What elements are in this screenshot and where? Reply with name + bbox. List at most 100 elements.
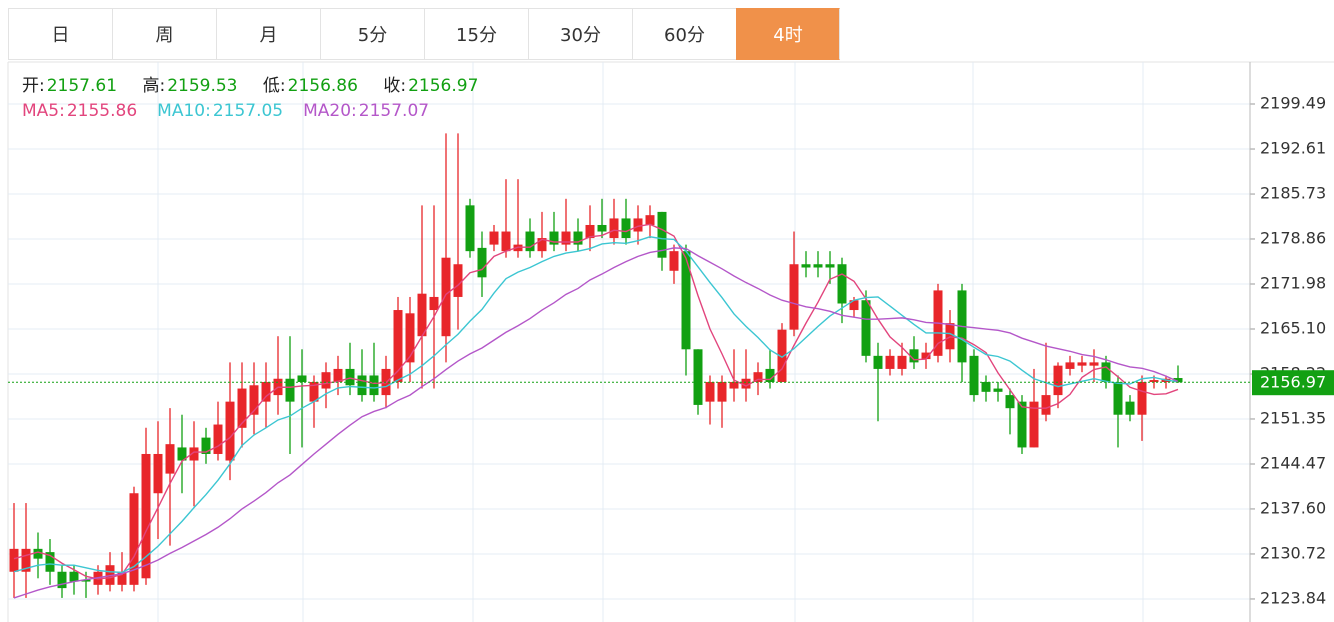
period-tabs: 日周月 5分 15分 30分 60分 4时 [8,8,840,61]
y-tick-label: 2178.86 [1260,228,1326,247]
candle-body [621,218,631,239]
open-label: 开: [22,76,45,96]
y-tick-label: 2171.98 [1260,273,1326,292]
candle-body [597,224,607,232]
candle-body [333,368,343,383]
candle-body [1149,380,1159,383]
close-value: 2156.97 [408,76,479,96]
legend: MA5: 2155.86 MA10: 2157.05 MA20: 2157.07 [22,99,480,124]
candle-body [573,231,583,245]
ohlc-row: 开: 2157.61 高: 2159.53 低: 2156.86 收: 2156.97 [22,74,480,99]
y-tick-label: 2144.47 [1260,453,1326,472]
candle-body [777,329,787,383]
chart-header: 开: 2157.61 高: 2159.53 低: 2156.86 收: 2156.97 … [22,74,480,124]
candle-body [501,231,511,252]
candle-body [189,447,199,461]
y-tick-label: 2137.60 [1260,498,1326,517]
close-label: 收: [383,76,407,96]
legend-label: MA20: [303,101,357,121]
candle-body [213,424,223,454]
current-price-box [1252,370,1334,396]
candle-body [225,401,235,461]
candle-body [81,579,91,582]
candle-body [993,388,1003,392]
candle-body [57,571,67,589]
candle-body [177,447,187,461]
period-tab[interactable]: 30分 [528,8,632,60]
legend-value: 2155.86 [66,101,138,121]
candle-body [729,382,739,389]
candle-body [825,264,835,268]
legend-value: 2157.07 [358,101,430,121]
high-label: 高: [142,76,166,96]
candle-body [657,211,667,258]
period-tab[interactable]: 5分 [320,8,424,60]
candle-body [669,251,679,271]
high-value: 2159.53 [167,76,238,96]
y-tick-label: 2199.49 [1260,94,1326,113]
candle-body [717,382,727,402]
candle-body [465,205,475,252]
period-tab[interactable]: 4时 [736,8,840,60]
legend-label: MA10: [157,101,211,121]
open-value: 2157.61 [46,76,118,96]
y-tick-label: 2130.72 [1260,543,1326,562]
low-value: 2156.86 [287,76,358,96]
candle-body [801,264,811,268]
candle-body [1017,401,1027,448]
period-tab[interactable]: 日 [8,8,112,60]
candle-body [1077,362,1087,366]
candle-body [453,264,463,297]
candle-body [765,368,775,383]
candle-body [369,375,379,396]
period-tab[interactable]: 月 [216,8,320,60]
candle-body [1125,401,1135,415]
ma-line [13,236,1179,574]
y-tick-label: 2165.10 [1260,319,1326,338]
candle-body [33,548,43,559]
candle-body [813,264,823,268]
candle-body [321,372,331,389]
candle-body [525,231,535,252]
candle-body [1029,401,1039,448]
candle-body [417,293,427,337]
period-tab[interactable]: 60分 [632,8,736,60]
candle-body [921,352,931,360]
ma-line [13,247,1179,599]
candle-body [261,382,271,402]
candle-body [69,571,79,582]
candle-body [237,388,247,428]
candle-body [249,385,259,415]
candle-body [1053,365,1063,396]
y-tick-label: 2192.61 [1260,139,1326,158]
candle-body [9,548,19,572]
candle-body [129,493,139,585]
candle-body [585,224,595,239]
candle-body [357,375,367,396]
candle-body [693,349,703,405]
candle-body [861,300,871,356]
candle-body [549,231,559,245]
ma-line [13,223,1179,580]
candle-body [285,378,295,402]
y-tick-label: 2123.84 [1260,588,1326,607]
period-tab[interactable]: 周 [112,8,216,60]
candle-body [309,382,319,402]
period-tab[interactable]: 15分 [424,8,528,60]
candle-body [741,378,751,389]
candle-body [849,300,859,311]
candle-body [609,218,619,239]
candle-body [441,257,451,337]
y-tick-label: 2185.73 [1260,184,1326,203]
candle-body [1137,382,1147,415]
candle-body [897,355,907,369]
candle-body [117,571,127,585]
candle-body [981,382,991,392]
candle-body [153,453,163,494]
candle-body [1041,395,1051,415]
candle-body [873,355,883,369]
candle-body [489,231,499,245]
candle-body [561,231,571,245]
current-price-label: 2156.97 [1260,373,1326,392]
